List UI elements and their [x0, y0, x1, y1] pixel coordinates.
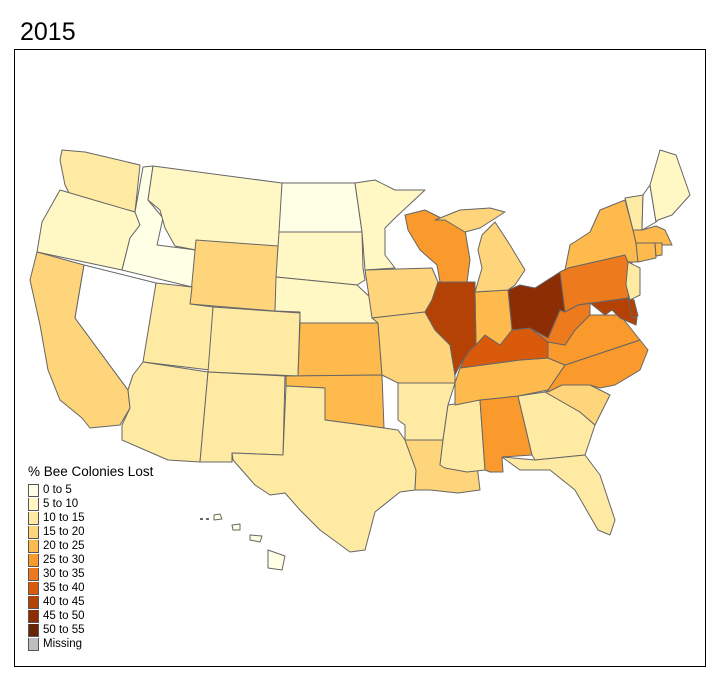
legend-item: 15 to 20: [28, 525, 153, 539]
legend-label: 15 to 20: [43, 526, 85, 538]
legend-swatch: [28, 595, 39, 609]
state-az: [121, 361, 209, 463]
state-tx: [231, 385, 417, 553]
legend-label: 35 to 40: [43, 582, 85, 594]
legend-label: 30 to 35: [43, 568, 85, 580]
legend-item: 35 to 40: [28, 581, 153, 595]
state-ms: [439, 399, 486, 473]
legend-label: 50 to 55: [43, 624, 85, 636]
state-il: [424, 281, 477, 376]
legend-item: 50 to 55: [28, 623, 153, 637]
legend-label: 45 to 50: [43, 610, 85, 622]
legend-item: 0 to 5: [28, 483, 153, 497]
legend-title: % Bee Colonies Lost: [28, 464, 154, 479]
legend-swatch: [28, 609, 39, 623]
legend-swatch: [28, 553, 39, 567]
legend-label: 0 to 5: [43, 484, 72, 496]
state-co: [207, 306, 301, 377]
legend-swatch: [28, 637, 39, 651]
island-speck: [200, 518, 203, 520]
state-ri: [654, 242, 663, 257]
legend-item: 20 to 25: [28, 539, 153, 553]
island-speck: [206, 518, 209, 520]
legend: % Bee Colonies Lost 0 to 5 5 to 10 10 to 1…: [28, 464, 153, 651]
state-in: [474, 289, 513, 346]
legend-item: 30 to 35: [28, 567, 153, 581]
state-hi: [267, 549, 286, 571]
state-hi: [231, 523, 241, 531]
state-ny: [564, 199, 639, 271]
legend-swatch: [28, 497, 39, 511]
legend-label: 20 to 25: [43, 540, 85, 552]
legend-item: 45 to 50: [28, 609, 153, 623]
state-oh: [507, 271, 566, 339]
legend-swatch: [28, 483, 39, 497]
legend-label: 25 to 30: [43, 554, 85, 566]
legend-item: 5 to 10: [28, 497, 153, 511]
legend-item: 25 to 30: [28, 553, 153, 567]
legend-item: Missing: [28, 637, 153, 651]
legend-label: 10 to 15: [43, 512, 85, 524]
state-fl: [501, 454, 616, 536]
state-mn: [354, 179, 426, 271]
legend-swatch: [28, 581, 39, 595]
state-hi: [213, 513, 223, 521]
legend-item: 40 to 45: [28, 595, 153, 609]
state-me: [649, 149, 691, 223]
legend-label: 40 to 45: [43, 596, 85, 608]
state-nd: [278, 182, 363, 233]
state-hi: [249, 534, 263, 543]
legend-label: Missing: [43, 638, 82, 650]
state-mt: [147, 165, 283, 251]
state-sd: [275, 231, 366, 286]
legend-swatch: [28, 567, 39, 581]
state-wy: [189, 239, 279, 312]
state-ks: [297, 322, 383, 377]
map-title: 2015: [20, 18, 76, 46]
legend-swatch: [28, 525, 39, 539]
legend-swatch: [28, 539, 39, 553]
legend-label: 5 to 10: [43, 498, 79, 510]
legend-swatch: [28, 511, 39, 525]
state-mi: [434, 207, 506, 233]
state-mi: [474, 221, 526, 293]
state-wi: [404, 209, 471, 283]
state-nm: [199, 371, 286, 463]
map-frame: [14, 49, 706, 667]
state-nj: [625, 261, 641, 301]
state-ct: [635, 242, 657, 263]
legend-item: 10 to 15: [28, 511, 153, 525]
legend-swatch: [28, 623, 39, 637]
